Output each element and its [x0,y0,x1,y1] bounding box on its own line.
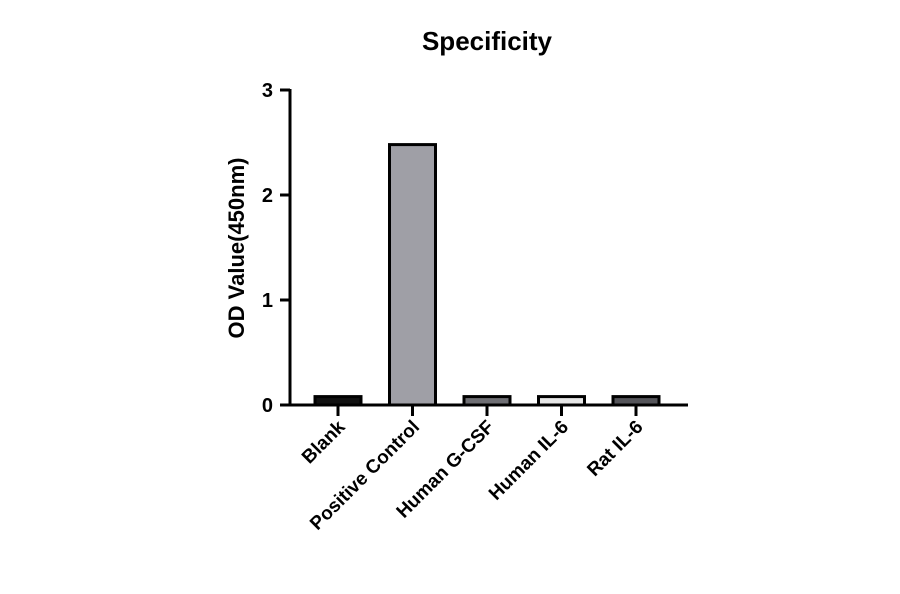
x-category-label: Blank [298,416,350,468]
chart-title: Specificity [422,26,553,56]
bars [313,143,661,407]
bar [462,395,512,407]
bar [313,395,363,407]
y-axis-label: OD Value(450nm) [224,158,249,339]
bar [611,395,661,407]
x-category-label: Rat IL-6 [583,417,647,481]
y-tick-label: 3 [262,80,273,102]
y-tick-label: 1 [262,290,273,312]
bar [537,395,586,407]
x-category-label: Human IL-6 [485,417,573,505]
bar [388,143,437,407]
y-tick-label: 0 [262,395,273,417]
y-ticks: 0 1 2 3 [262,80,290,417]
x-ticks [336,405,638,416]
y-tick-label: 2 [262,185,273,207]
